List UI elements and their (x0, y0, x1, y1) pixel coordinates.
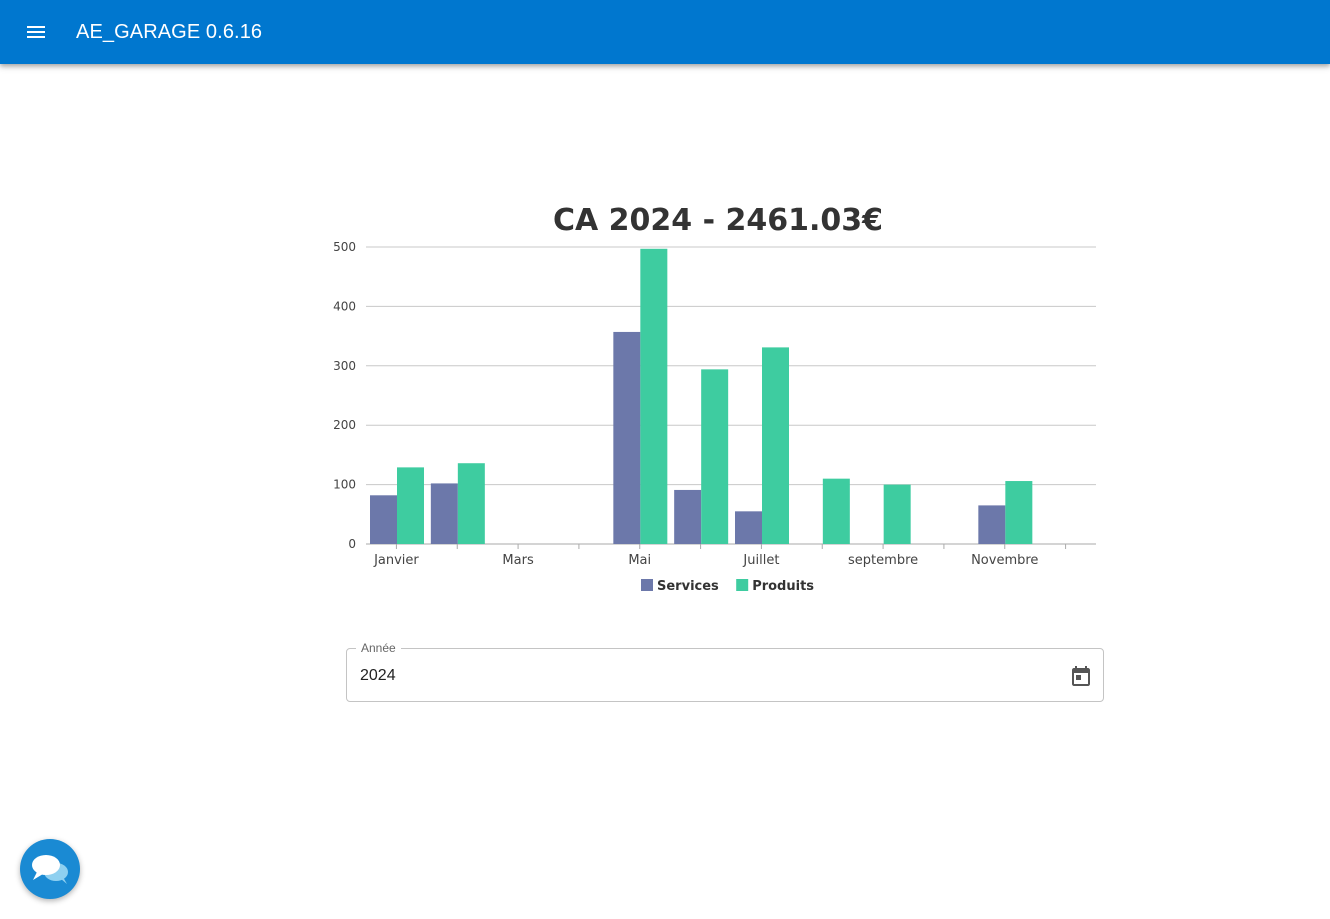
chart-title: CA 2024 - 2461.03€ (553, 203, 883, 238)
bar-services[interactable] (978, 505, 1006, 544)
calendar-icon (1072, 666, 1090, 686)
chat-button[interactable] (20, 839, 80, 899)
x-tick-label: Mars (502, 553, 534, 568)
y-tick-label: 400 (333, 299, 356, 313)
bar-produits[interactable] (457, 463, 485, 544)
app-bar: AE_GARAGE 0.6.16 (0, 0, 1330, 64)
x-tick-label: septembre (848, 553, 918, 568)
x-tick-label: Mai (628, 553, 651, 568)
year-field[interactable]: Année 2024 (346, 641, 1104, 702)
year-input[interactable]: 2024 (360, 667, 396, 684)
bar-services[interactable] (735, 511, 762, 544)
x-tick-label: Novembre (971, 553, 1038, 568)
bar-produits[interactable] (762, 347, 789, 544)
menu-button[interactable] (16, 12, 56, 52)
menu-icon (27, 26, 45, 38)
chart-bars (370, 248, 1033, 545)
legend-swatch (736, 579, 749, 591)
x-tick-label: Juillet (742, 553, 779, 568)
bar-produits[interactable] (883, 484, 911, 544)
app-title: AE_GARAGE 0.6.16 (76, 21, 263, 43)
year-field-label: Année (356, 641, 401, 655)
chart-legend[interactable]: Services Produits (641, 579, 814, 594)
y-tick-label: 100 (333, 478, 356, 492)
x-tick-label: Janvier (373, 553, 419, 568)
legend-label: Produits (752, 579, 814, 594)
bar-services[interactable] (430, 483, 458, 544)
bar-services[interactable] (674, 489, 702, 544)
legend-label: Services (657, 579, 719, 594)
chart-y-axis: 0 100 200 300 400 500 (333, 240, 356, 551)
bar-produits[interactable] (1005, 481, 1033, 544)
revenue-chart-svg: CA 2024 - 2461.03€ 0 100 200 300 400 500 Janv… (333, 203, 1096, 594)
y-tick-label: 300 (333, 359, 356, 373)
y-tick-label: 200 (333, 418, 356, 432)
calendar-button[interactable] (1069, 664, 1093, 688)
y-tick-label: 0 (348, 537, 356, 551)
legend-item-produits[interactable]: Produits (736, 579, 814, 594)
revenue-chart: CA 2024 - 2461.03€ 0 100 200 300 400 500 Janv… (330, 190, 1110, 610)
legend-item-services[interactable]: Services (641, 579, 719, 594)
y-tick-label: 500 (333, 240, 356, 254)
bar-produits[interactable] (701, 369, 729, 544)
chart-x-axis: Janvier Mars Mai Juillet septembre Novembre (373, 544, 1067, 568)
bar-services[interactable] (370, 495, 397, 544)
bar-produits[interactable] (822, 478, 850, 544)
legend-swatch (641, 579, 653, 591)
chat-bubbles-icon (32, 855, 68, 884)
bar-services[interactable] (613, 331, 641, 544)
chart-gridlines (366, 246, 1096, 545)
bar-produits[interactable] (640, 248, 668, 545)
bar-produits[interactable] (397, 467, 424, 544)
